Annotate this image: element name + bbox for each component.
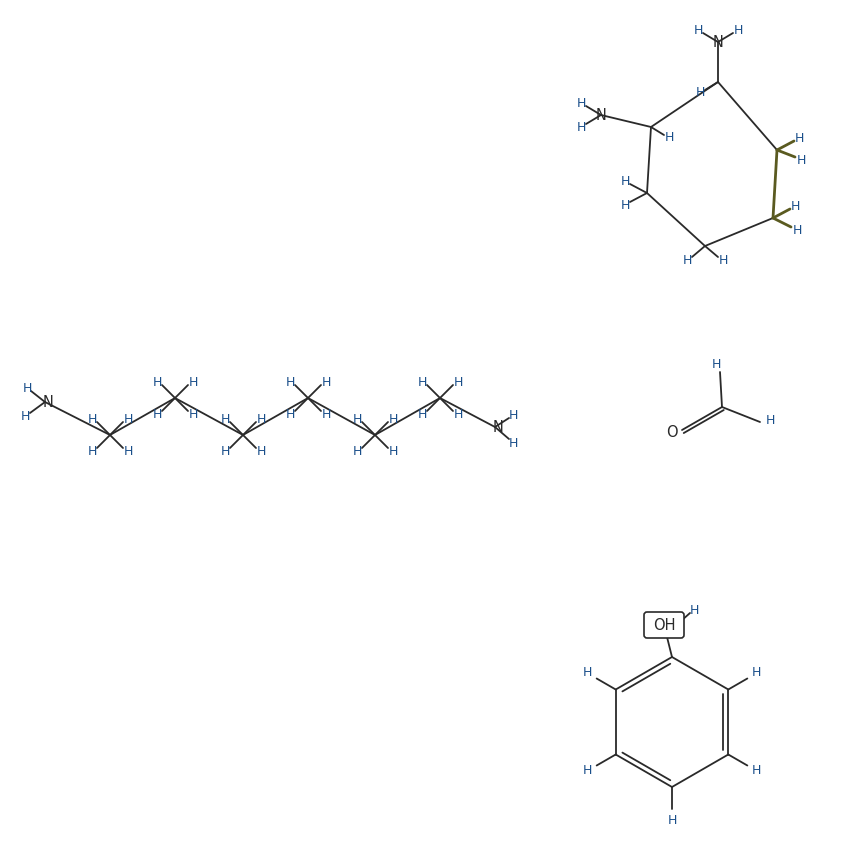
Text: H: H [582, 765, 591, 777]
Text: H: H [695, 85, 704, 99]
Text: N: N [42, 395, 53, 410]
Text: N: N [595, 108, 606, 122]
Text: H: H [717, 254, 727, 266]
Text: H: H [388, 444, 398, 458]
Text: H: H [663, 131, 673, 143]
Text: H: H [508, 409, 517, 422]
Text: H: H [256, 412, 265, 426]
Text: H: H [582, 667, 591, 679]
Text: N: N [492, 420, 503, 434]
Text: H: H [87, 444, 96, 458]
Text: H: H [123, 412, 133, 426]
Text: H: H [765, 414, 774, 427]
Text: H: H [321, 407, 330, 421]
Text: H: H [667, 813, 676, 826]
Text: H: H [689, 604, 698, 618]
Text: H: H [711, 357, 720, 371]
Text: H: H [87, 412, 96, 426]
Text: H: H [792, 223, 801, 237]
Text: H: H [152, 407, 161, 421]
Text: H: H [692, 24, 702, 36]
Text: H: H [20, 410, 30, 422]
Text: OH: OH [652, 618, 674, 632]
Text: H: H [220, 444, 230, 458]
Text: H: H [452, 407, 463, 421]
Text: H: H [576, 96, 585, 110]
Text: H: H [795, 153, 804, 167]
Text: H: H [619, 198, 629, 212]
Text: H: H [417, 407, 426, 421]
Text: H: H [321, 375, 330, 389]
Text: H: H [789, 200, 798, 212]
Text: O: O [665, 425, 677, 439]
Text: H: H [733, 24, 742, 36]
Text: H: H [188, 407, 197, 421]
Text: H: H [619, 175, 629, 187]
Text: H: H [417, 375, 426, 389]
Text: H: H [388, 412, 398, 426]
Text: H: H [681, 254, 691, 266]
Text: H: H [793, 132, 803, 144]
Text: H: H [508, 437, 517, 449]
Text: H: H [188, 375, 197, 389]
Text: N: N [711, 35, 722, 50]
Text: H: H [152, 375, 161, 389]
Text: H: H [220, 412, 230, 426]
Text: H: H [751, 765, 760, 777]
Text: H: H [452, 375, 463, 389]
Text: H: H [285, 375, 295, 389]
Text: H: H [352, 444, 361, 458]
Text: H: H [285, 407, 295, 421]
Text: H: H [123, 444, 133, 458]
Text: H: H [751, 667, 760, 679]
Text: H: H [576, 121, 585, 133]
Text: H: H [256, 444, 265, 458]
Text: H: H [352, 412, 361, 426]
Text: H: H [22, 382, 32, 395]
FancyBboxPatch shape [643, 612, 683, 638]
